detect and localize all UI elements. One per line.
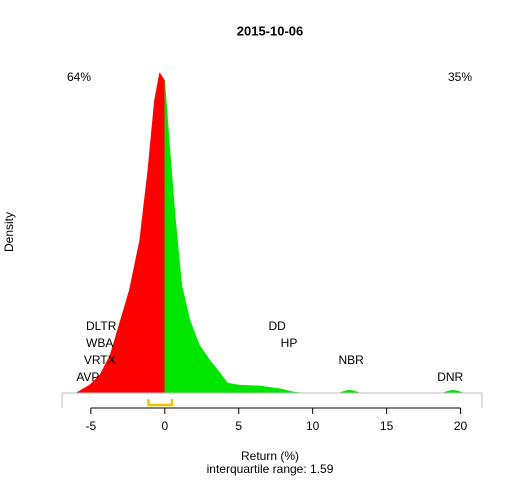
- y-axis-label: Density: [2, 212, 16, 252]
- x-tick-label: 5: [235, 419, 242, 433]
- share-right: 35%: [448, 70, 472, 84]
- stock-label: DNR: [437, 370, 463, 384]
- share-left: 64%: [67, 70, 91, 84]
- stock-label: AVP: [76, 370, 99, 384]
- x-tick-label: 20: [454, 419, 468, 433]
- stock-label: NBR: [338, 353, 364, 367]
- chart-title: 2015-10-06: [237, 23, 304, 38]
- stock-label: WBA: [86, 336, 113, 350]
- x-tick-label: -5: [86, 419, 97, 433]
- stock-label: HP: [281, 336, 298, 350]
- x-tick-label: 0: [161, 419, 168, 433]
- subtitle: interquartile range: 1.59: [207, 462, 334, 476]
- density-area: [164, 80, 464, 394]
- stock-label: DLTR: [86, 319, 117, 333]
- x-tick-label: 15: [380, 419, 394, 433]
- stock-label: DD: [269, 319, 287, 333]
- stock-label: VRTX: [84, 353, 116, 367]
- iqr-bracket: [147, 399, 174, 407]
- x-axis-label: Return (%): [241, 449, 299, 463]
- x-tick-label: 10: [306, 419, 320, 433]
